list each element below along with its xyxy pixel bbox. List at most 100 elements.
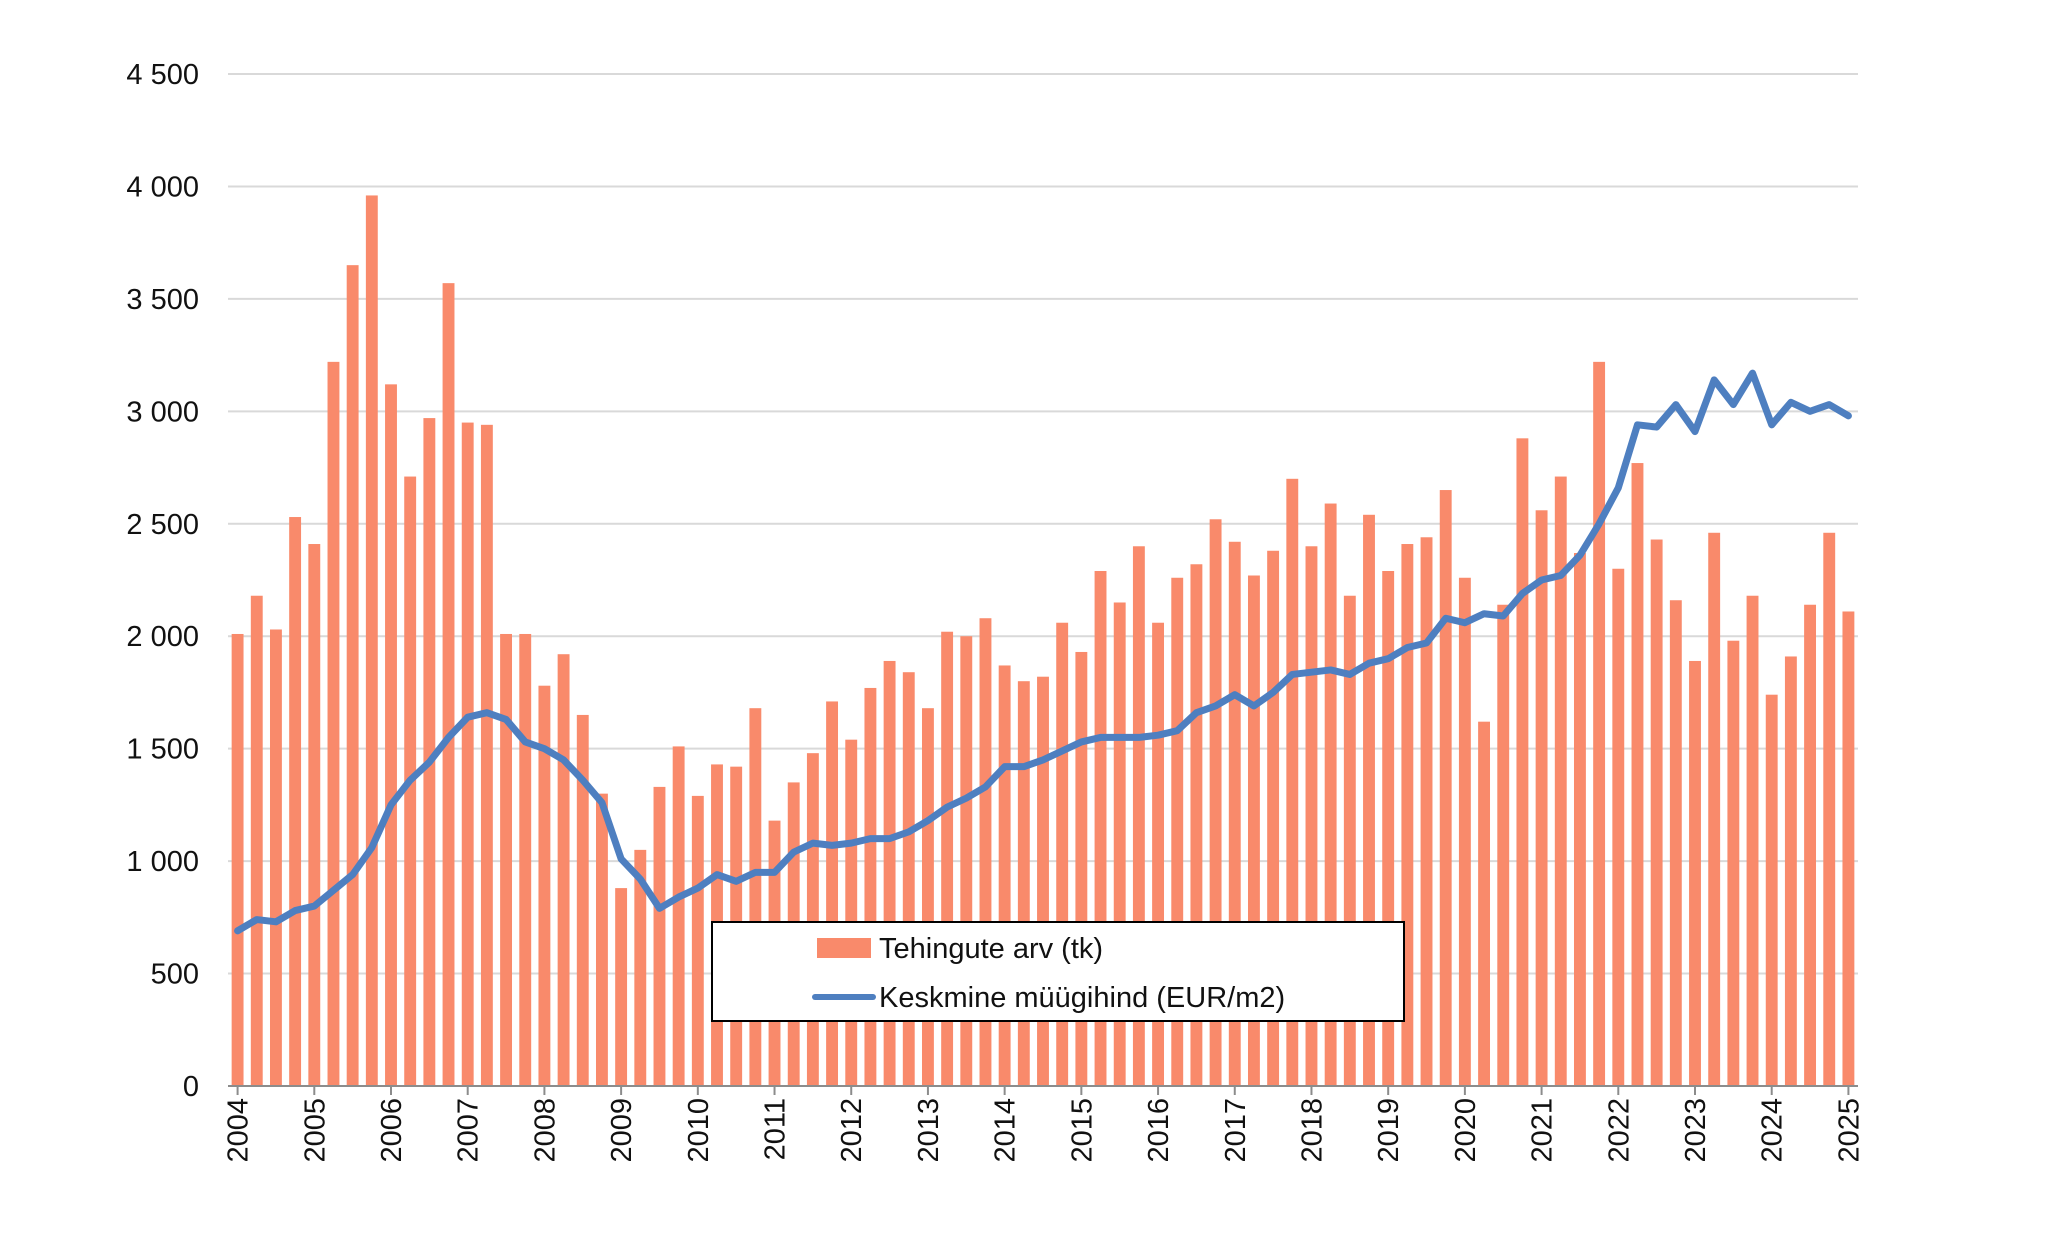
bar: [1784, 656, 1797, 1086]
axes: [228, 1085, 1858, 1095]
bar: [308, 544, 321, 1086]
x-tick-label: 2020: [1450, 1098, 1482, 1163]
bar: [385, 384, 397, 1086]
bar: [1132, 546, 1145, 1086]
x-tick-label: 2009: [606, 1098, 638, 1163]
bar: [1554, 476, 1567, 1086]
bar: [1689, 660, 1701, 1086]
line-series: [234, 369, 1852, 935]
x-tick-label: 2006: [376, 1098, 408, 1163]
bar: [1746, 595, 1759, 1086]
bar: [1631, 463, 1644, 1087]
y-tick-labels: 0 500 1 000 1 500 2 000 2 500 3 000 3 500 4 000 4…: [126, 59, 199, 1103]
bar: [289, 517, 302, 1086]
bar: [1612, 568, 1625, 1086]
bar: [442, 283, 455, 1086]
bar: [1305, 546, 1318, 1086]
bar: [231, 633, 244, 1086]
bar: [365, 195, 378, 1086]
x-tick-label: 2023: [1680, 1098, 1712, 1163]
bar: [269, 629, 282, 1086]
bar: [998, 665, 1011, 1086]
y-tick-label: 4 500: [126, 59, 199, 91]
bar: [1017, 681, 1030, 1086]
y-tick-label: 0: [183, 1071, 199, 1103]
legend-label-line: Keskmine müügihind (EUR/m2): [879, 982, 1285, 1014]
y-tick-label: 4 000: [126, 171, 199, 203]
bar: [653, 786, 666, 1086]
bar: [979, 618, 992, 1086]
bar: [1228, 541, 1241, 1086]
bar: [1573, 553, 1586, 1086]
y-tick-label: 3 000: [126, 396, 199, 428]
bar: [557, 654, 570, 1086]
x-tick-label: 2014: [990, 1098, 1022, 1163]
bar: [1171, 577, 1184, 1086]
bar: [883, 660, 896, 1086]
bar: [1823, 532, 1836, 1086]
bar: [346, 265, 359, 1087]
bar: [1497, 604, 1510, 1086]
bar: [1804, 604, 1817, 1086]
bar: [826, 701, 839, 1086]
x-tick-label: 2024: [1757, 1098, 1789, 1163]
bar: [1478, 721, 1491, 1086]
bar: [1650, 539, 1663, 1086]
bar: [1113, 602, 1126, 1086]
bar: [1401, 544, 1414, 1086]
bar: [691, 795, 704, 1086]
x-tick-label: 2018: [1296, 1098, 1328, 1163]
bar: [615, 888, 628, 1086]
bar: [1037, 676, 1049, 1086]
x-tick-label: 2025: [1833, 1098, 1865, 1163]
legend-label-bars: Tehingute arv (tk): [879, 933, 1103, 965]
bar: [634, 849, 647, 1086]
bar: [845, 739, 858, 1086]
bar: [1343, 595, 1356, 1086]
bar: [1420, 537, 1433, 1086]
bar: [1765, 694, 1778, 1086]
bar: [1286, 478, 1299, 1086]
x-tick-label: 2004: [223, 1098, 255, 1163]
price-line: [234, 369, 1852, 935]
x-tick-label: 2010: [683, 1098, 715, 1163]
bar: [864, 687, 877, 1086]
x-tick-label: 2013: [913, 1098, 945, 1163]
x-tick-label: 2012: [836, 1098, 868, 1163]
x-tick-label: 2019: [1373, 1098, 1405, 1163]
bar: [1209, 519, 1222, 1086]
bar: [960, 636, 973, 1086]
bar: [1593, 361, 1606, 1086]
x-tick-label: 2021: [1527, 1098, 1559, 1163]
legend: Tehingute arv (tk) Keskmine müügihind (E…: [711, 921, 1405, 1022]
bar: [576, 714, 589, 1086]
x-tick-label: 2005: [299, 1098, 331, 1163]
bar: [500, 633, 513, 1086]
x-tick-label: 2015: [1066, 1098, 1098, 1163]
bar: [538, 685, 551, 1086]
bar: [1094, 571, 1107, 1086]
bar: [461, 422, 474, 1087]
bar: [250, 595, 263, 1086]
bar: [1382, 571, 1395, 1086]
bar: [1708, 532, 1721, 1086]
bar: [921, 708, 934, 1086]
x-tick-label: 2016: [1143, 1098, 1175, 1163]
bar: [1535, 510, 1548, 1087]
bar: [1727, 640, 1740, 1086]
bar: [1190, 564, 1203, 1086]
bar: [595, 793, 608, 1086]
y-tick-label: 1 000: [126, 846, 199, 878]
y-tick-label: 2 500: [126, 509, 199, 541]
bar: [806, 753, 819, 1086]
gridlines: [228, 73, 1858, 975]
bar: [749, 708, 762, 1086]
x-tick-labels: 2004 2005 2006 2007 2008 2009 2010 2011 2012 2013…: [223, 1098, 1866, 1163]
bar: [1324, 503, 1337, 1086]
legend-swatch-bars: [817, 938, 871, 958]
x-tick-label: 2022: [1603, 1098, 1635, 1163]
x-tick-label: 2017: [1220, 1098, 1252, 1163]
bar: [519, 633, 532, 1086]
